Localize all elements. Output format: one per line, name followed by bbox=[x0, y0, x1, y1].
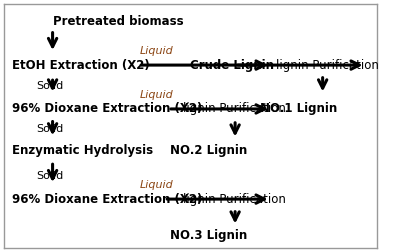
Text: 96% Dioxane Extraction (X2): 96% Dioxane Extraction (X2) bbox=[12, 103, 202, 115]
Text: lignin Purification: lignin Purification bbox=[276, 58, 379, 72]
Text: Enzymatic Hydrolysis: Enzymatic Hydrolysis bbox=[12, 144, 153, 157]
Text: Solid: Solid bbox=[36, 81, 63, 91]
Text: Liquid: Liquid bbox=[140, 90, 174, 100]
Text: NO.3 Lignin: NO.3 Lignin bbox=[170, 229, 248, 242]
Text: Liquid: Liquid bbox=[140, 180, 174, 190]
Text: Pretreated biomass: Pretreated biomass bbox=[52, 15, 183, 28]
Text: Crude Lignin: Crude Lignin bbox=[190, 58, 274, 72]
Text: lignin Purification: lignin Purification bbox=[183, 103, 286, 115]
Text: lignin Purification: lignin Purification bbox=[183, 193, 286, 206]
Text: NO.1 Lignin: NO.1 Lignin bbox=[260, 103, 337, 115]
Text: EtOH Extraction (X2): EtOH Extraction (X2) bbox=[12, 58, 149, 72]
Text: NO.2 Lignin: NO.2 Lignin bbox=[170, 144, 248, 157]
Text: Solid: Solid bbox=[36, 171, 63, 181]
Text: 96% Dioxane Extraction (X2): 96% Dioxane Extraction (X2) bbox=[12, 193, 202, 206]
Text: Solid: Solid bbox=[36, 124, 63, 134]
Text: Liquid: Liquid bbox=[140, 46, 174, 56]
